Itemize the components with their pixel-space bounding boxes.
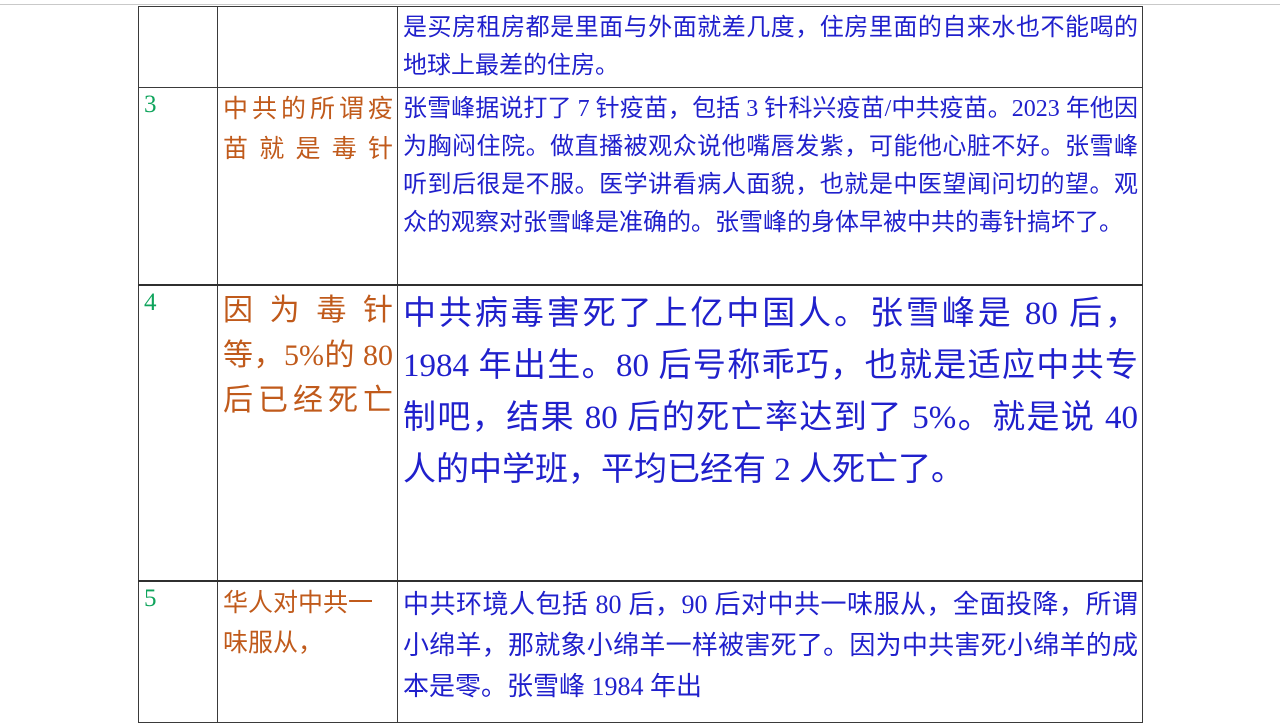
row-number-cell: 3 — [138, 87, 218, 286]
row-topic-cell: 因为毒针等，5%的 80 后已经死亡 — [217, 284, 398, 582]
content-table: 是买房租房都是里面与外面就差几度，住房里面的自来水也不能喝的地球上最差的住房。 … — [138, 6, 1143, 723]
row-number-cell — [138, 6, 218, 88]
page-top-guide-line — [0, 4, 1280, 5]
table-row: 4 因为毒针等，5%的 80 后已经死亡 中共病毒害死了上亿中国人。张雪峰是 8… — [138, 284, 1143, 582]
row-number: 3 — [144, 91, 157, 118]
row-body-text: 中共环境人包括 80 后，90 后对中共一味服从，全面投降，所谓小绵羊，那就象小… — [403, 590, 1138, 701]
row-body-text: 张雪峰据说打了 7 针疫苗，包括 3 针科兴疫苗/中共疫苗。2023 年他因为胸… — [403, 96, 1138, 236]
row-number-cell: 5 — [138, 580, 218, 723]
row-body-cell: 张雪峰据说打了 7 针疫苗，包括 3 针科兴疫苗/中共疫苗。2023 年他因为胸… — [397, 87, 1143, 286]
row-topic-cell — [217, 6, 398, 88]
table-row: 3 中共的所谓疫苗就是毒针 张雪峰据说打了 7 针疫苗，包括 3 针科兴疫苗/中… — [138, 87, 1143, 286]
table-row: 是买房租房都是里面与外面就差几度，住房里面的自来水也不能喝的地球上最差的住房。 — [138, 6, 1143, 88]
row-topic-cell: 中共的所谓疫苗就是毒针 — [217, 87, 398, 286]
row-topic: 华人对中共一味服从， — [223, 590, 374, 657]
row-topic: 中共的所谓疫苗就是毒针 — [223, 96, 393, 163]
row-topic: 因为毒针等，5%的 80 后已经死亡 — [223, 294, 393, 417]
row-body-cell: 中共环境人包括 80 后，90 后对中共一味服从，全面投降，所谓小绵羊，那就象小… — [397, 580, 1143, 723]
table-row: 5 华人对中共一味服从， 中共环境人包括 80 后，90 后对中共一味服从，全面… — [138, 580, 1143, 723]
row-topic-cell: 华人对中共一味服从， — [217, 580, 398, 723]
row-body-text: 是买房租房都是里面与外面就差几度，住房里面的自来水也不能喝的地球上最差的住房。 — [403, 15, 1138, 79]
row-number: 4 — [144, 289, 157, 316]
row-body-cell: 中共病毒害死了上亿中国人。张雪峰是 80 后，1984 年出生。80 后号称乖巧… — [397, 284, 1143, 582]
row-body-cell: 是买房租房都是里面与外面就差几度，住房里面的自来水也不能喝的地球上最差的住房。 — [397, 6, 1143, 88]
row-body-text: 中共病毒害死了上亿中国人。张雪峰是 80 后，1984 年出生。80 后号称乖巧… — [403, 296, 1138, 488]
row-number-cell: 4 — [138, 284, 218, 582]
row-number: 5 — [144, 585, 157, 612]
